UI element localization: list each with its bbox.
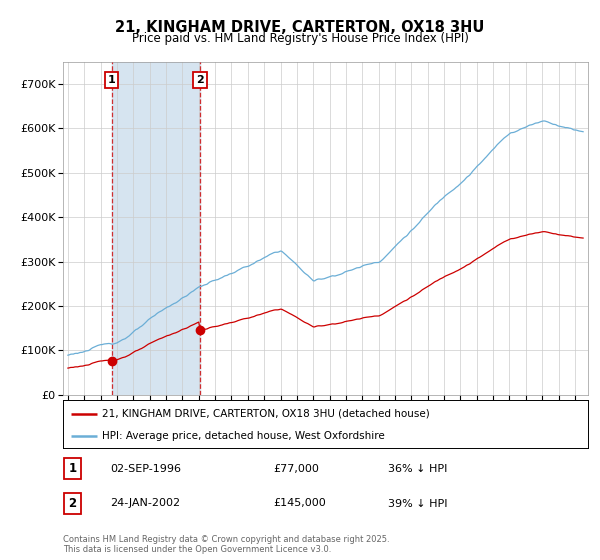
Text: 2: 2 — [68, 497, 77, 510]
Text: 02-SEP-1996: 02-SEP-1996 — [110, 464, 181, 474]
Text: 24-JAN-2002: 24-JAN-2002 — [110, 498, 181, 508]
Text: 1: 1 — [68, 462, 77, 475]
Text: 36% ↓ HPI: 36% ↓ HPI — [389, 464, 448, 474]
Text: Price paid vs. HM Land Registry's House Price Index (HPI): Price paid vs. HM Land Registry's House … — [131, 32, 469, 45]
Text: 21, KINGHAM DRIVE, CARTERTON, OX18 3HU: 21, KINGHAM DRIVE, CARTERTON, OX18 3HU — [115, 20, 485, 35]
Text: 21, KINGHAM DRIVE, CARTERTON, OX18 3HU (detached house): 21, KINGHAM DRIVE, CARTERTON, OX18 3HU (… — [103, 409, 430, 419]
Bar — [112, 62, 200, 395]
Text: 2: 2 — [196, 75, 204, 85]
Text: £145,000: £145,000 — [273, 498, 326, 508]
Text: 39% ↓ HPI: 39% ↓ HPI — [389, 498, 448, 508]
Text: Contains HM Land Registry data © Crown copyright and database right 2025.
This d: Contains HM Land Registry data © Crown c… — [63, 535, 389, 554]
Text: 1: 1 — [107, 75, 115, 85]
Text: £77,000: £77,000 — [273, 464, 319, 474]
Text: HPI: Average price, detached house, West Oxfordshire: HPI: Average price, detached house, West… — [103, 431, 385, 441]
